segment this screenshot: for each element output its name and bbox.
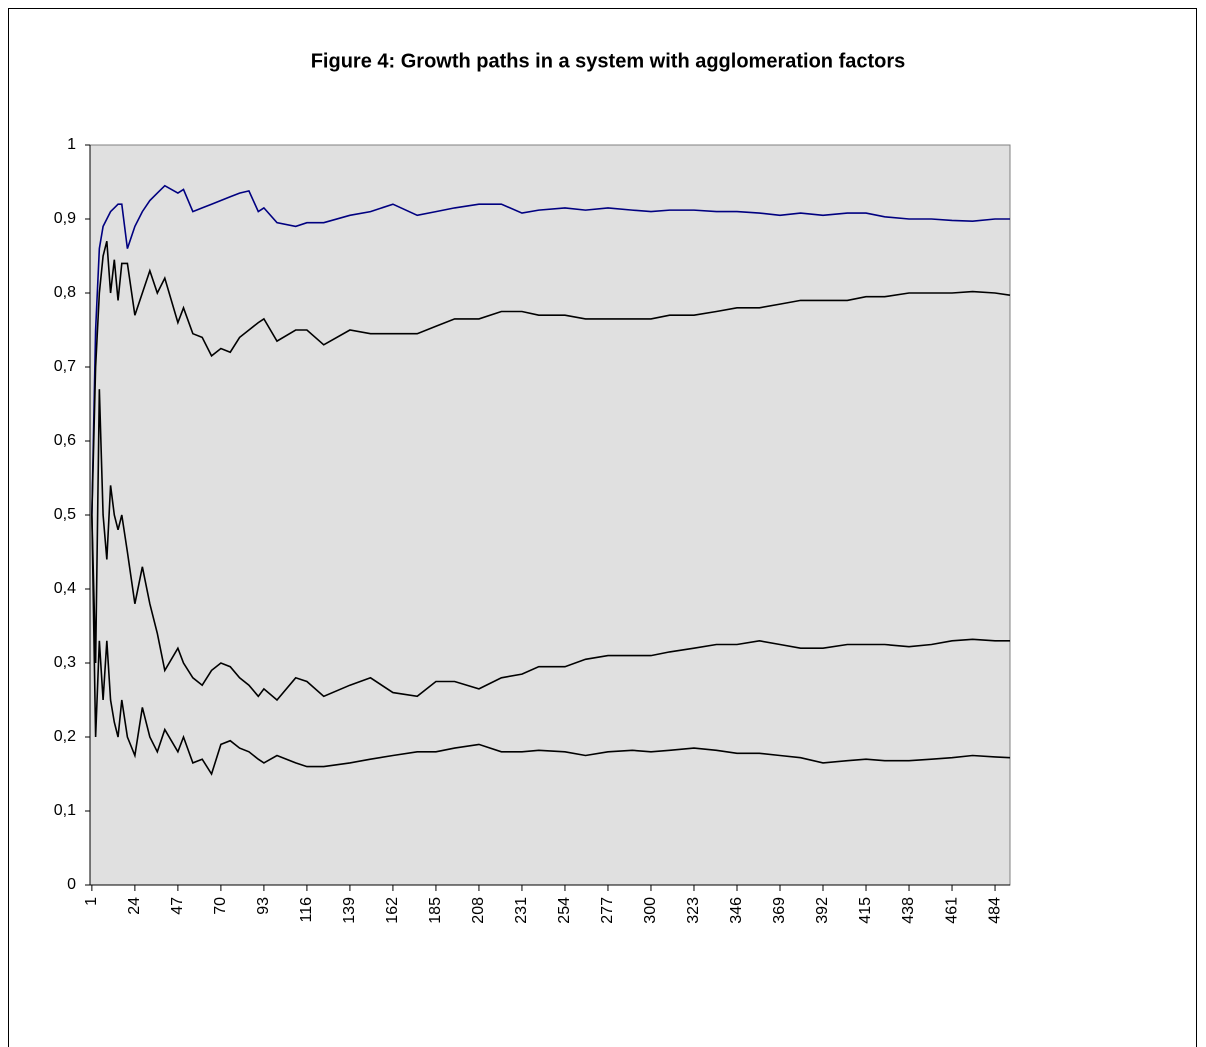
x-tick-label: 116	[298, 897, 315, 923]
x-tick-label: 346	[728, 897, 745, 924]
series-line	[91, 514, 1011, 776]
y-tick-label: 0,2	[54, 728, 76, 745]
x-tick-label: 93	[255, 897, 272, 915]
x-tick-label: 415	[857, 897, 874, 924]
series-line	[91, 389, 1010, 702]
x-tick-label: 438	[900, 897, 917, 924]
x-tick-label: 24	[126, 897, 143, 915]
plot-area	[89, 144, 1011, 886]
series-line	[91, 241, 1011, 516]
y-tick-label: 0,7	[54, 358, 76, 375]
x-tick-label: 162	[384, 897, 401, 924]
y-tick-label: 0,9	[54, 210, 76, 227]
y-tick-label: 0	[67, 876, 76, 893]
x-tick-label: 323	[685, 897, 702, 924]
y-tick-label: 0,6	[54, 432, 76, 449]
x-tick-label: 139	[341, 897, 358, 924]
y-tick-label: 0,1	[54, 802, 76, 819]
series-line	[91, 184, 1010, 516]
x-tick-label: 231	[513, 897, 530, 924]
x-tick-label: 70	[212, 897, 229, 915]
y-tick-label: 0,4	[54, 580, 76, 597]
chart-title: Figure 4: Growth paths in a system with …	[311, 50, 906, 72]
x-tick-label: 484	[986, 897, 1003, 924]
y-tick-label: 0,8	[54, 284, 76, 301]
x-tick-label: 254	[556, 897, 573, 924]
x-tick-label: 185	[427, 897, 444, 924]
x-tick-label: 47	[169, 897, 186, 915]
y-tick-label: 0,3	[54, 654, 76, 671]
x-tick-label: 1	[83, 897, 100, 906]
x-tick-label: 277	[599, 897, 616, 924]
y-tick-label: 0,5	[54, 506, 76, 523]
x-tick-label: 208	[470, 897, 487, 924]
x-tick-label: 461	[943, 897, 960, 924]
y-tick-label: 1	[67, 136, 76, 153]
x-tick-label: 300	[642, 897, 659, 924]
x-tick-label: 369	[771, 897, 788, 924]
x-tick-label: 392	[814, 897, 831, 924]
